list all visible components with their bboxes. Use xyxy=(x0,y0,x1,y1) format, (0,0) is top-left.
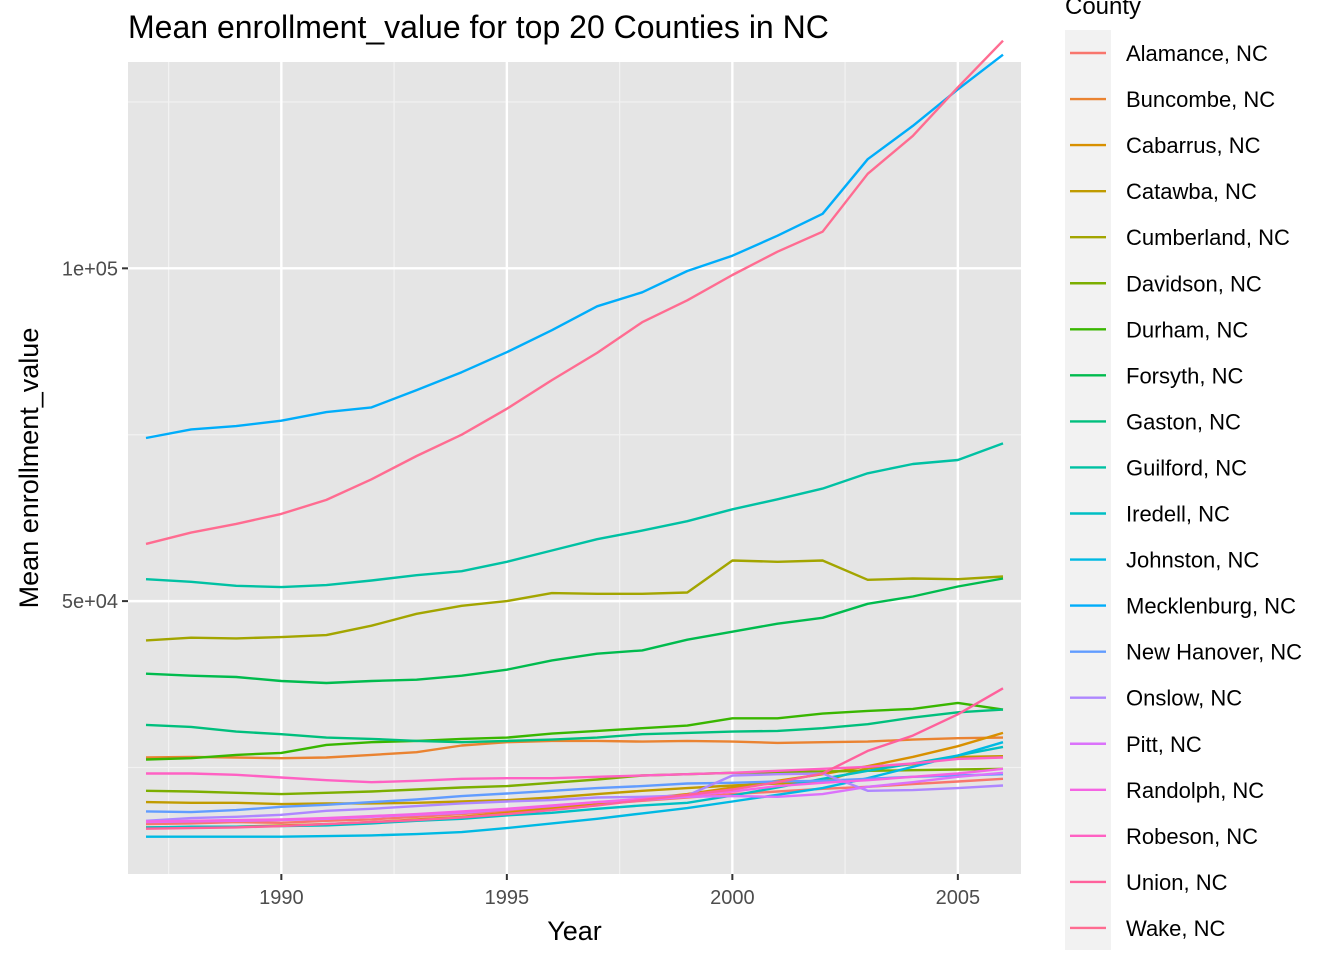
series-line-durham xyxy=(145,701,1004,761)
series-line-wake xyxy=(145,39,1004,546)
x-tick-label: 1990 xyxy=(259,887,304,909)
y-tick-label: 1e+05 xyxy=(62,258,118,280)
legend-label: Robeson, NC xyxy=(1126,824,1258,849)
legend-title: County xyxy=(1065,0,1141,20)
legend: County Alamance, NC Buncombe, NC Cabarrus,… xyxy=(1065,0,1302,950)
legend-label: Pitt, NC xyxy=(1126,732,1202,757)
y-axis-title: Mean enrollment_value xyxy=(14,328,44,609)
x-tick-label: 2005 xyxy=(936,887,981,909)
legend-label: Buncombe, NC xyxy=(1126,87,1275,112)
y-tick-label: 5e+04 xyxy=(62,591,118,613)
plot-panel xyxy=(128,62,1021,874)
x-tick-label: 1995 xyxy=(485,887,530,909)
x-axis: 1990 1995 2000 2005 xyxy=(259,874,980,909)
series-line-randolph xyxy=(145,767,1004,823)
legend-key-background xyxy=(1065,30,1111,950)
legend-label: Iredell, NC xyxy=(1126,502,1230,527)
legend-label: Union, NC xyxy=(1126,870,1228,895)
legend-label: Forsyth, NC xyxy=(1126,363,1243,388)
legend-label: Catawba, NC xyxy=(1126,179,1257,204)
legend-label: Durham, NC xyxy=(1126,317,1248,342)
series-line-new-hanover xyxy=(145,773,1004,814)
series-line-mecklenburg xyxy=(145,53,1004,440)
series-line-robeson xyxy=(146,756,1004,784)
legend-label: Davidson, NC xyxy=(1126,271,1262,296)
x-tick-label: 2000 xyxy=(710,887,755,909)
x-axis-title: Year xyxy=(547,916,602,946)
legend-label: Cabarrus, NC xyxy=(1126,133,1261,158)
series-line-gaston xyxy=(145,708,1004,744)
legend-label: Alamance, NC xyxy=(1126,41,1268,66)
series-line-guilford xyxy=(145,442,1004,589)
legend-label: Johnston, NC xyxy=(1126,548,1259,573)
series-line-forsyth xyxy=(145,577,1004,685)
legend-label: Mecklenburg, NC xyxy=(1126,594,1296,619)
legend-label: Guilford, NC xyxy=(1126,455,1247,480)
legend-label: Randolph, NC xyxy=(1126,778,1264,803)
legend-label: Gaston, NC xyxy=(1126,409,1241,434)
legend-label: Cumberland, NC xyxy=(1126,225,1290,250)
legend-label: New Hanover, NC xyxy=(1126,640,1302,665)
series-line-cumberland xyxy=(145,559,1004,642)
series-line-buncombe xyxy=(145,736,1004,760)
legend-label: Wake, NC xyxy=(1126,916,1226,941)
legend-label: Onslow, NC xyxy=(1126,686,1242,711)
y-axis: 5e+04 1e+05 xyxy=(62,258,128,613)
chart-title: Mean enrollment_value for top 20 Countie… xyxy=(128,9,829,45)
series-lines xyxy=(145,39,1004,838)
series-line-union xyxy=(145,687,1004,830)
legend-items: Alamance, NC Buncombe, NC Cabarrus, NC Cata… xyxy=(1070,41,1302,941)
